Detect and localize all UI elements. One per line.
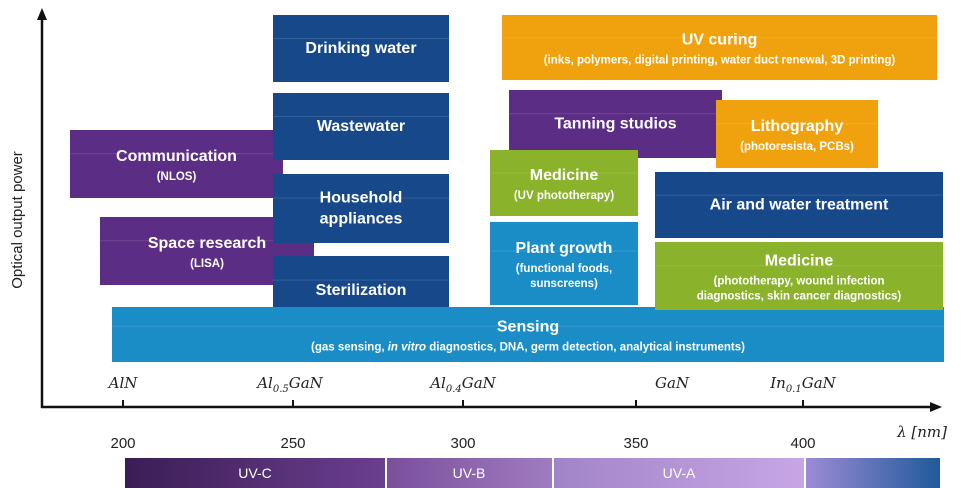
material-label: AlN [107,374,139,392]
box: Communication (NLOS) [70,130,283,198]
material-label: GaN [655,374,690,392]
box: Air and water treatment [655,172,943,238]
band-label: UV-C [238,465,271,481]
box: Wastewater [273,93,449,160]
box-bg [273,93,449,160]
box-subtitle-part: in vitro [388,342,426,354]
material-label: Al0.4GaN [428,374,496,395]
box-title: Air and water treatment [710,197,889,214]
box-title: Medicine [530,167,599,184]
box-bg [273,15,449,82]
x-tick-label: 300 [450,435,475,452]
box-subtitle: (inks, polymers, digital printing, water… [544,55,896,67]
box-bg [490,150,638,216]
box-title: Household [320,190,403,207]
box-title: Lithography [751,118,844,135]
material-part: GaN [462,374,497,392]
box-subtitle: (UV phototherapy) [514,190,614,202]
box: Medicine (phototherapy, wound infection di… [655,242,943,310]
x-tick-label: 350 [623,435,648,452]
box: Medicine (UV phototherapy) [490,150,638,216]
box: Drinking water [273,15,449,82]
box-bg [509,90,722,158]
box: Household appliances [273,174,449,243]
band-bar [125,458,940,488]
box-subtitle: diagnostics, skin cancer diagnostics) [697,291,902,303]
box-bg [716,100,878,168]
box: Lithography (photoresista, PCBs) [716,100,878,168]
band-visible [806,458,940,488]
band-uvb [387,458,552,488]
material-subscript: 0.5 [273,384,289,395]
material-subscript: 0.1 [786,384,802,395]
material-part: GaN [289,374,324,392]
x-tick-label: 250 [280,435,305,452]
box-subtitle-part: diagnostics, DNA, germ detection, analyt… [426,342,745,354]
box: UV curing (inks, polymers, digital printi… [502,15,937,80]
material-part: Al [428,374,446,392]
box-title: Communication [116,148,237,165]
band-uva [554,458,804,488]
box-title: Tanning studios [554,116,676,133]
box-subtitle: (gas sensing, in vitro diagnostics, DNA,… [311,342,745,354]
box-title: UV curing [682,32,758,49]
material-part: AlN [107,374,139,392]
box-subtitle: (NLOS) [157,171,197,183]
material-label: Al0.5GaN [255,374,323,395]
box-title: Space research [148,235,266,252]
material-subscript: 0.4 [446,384,462,395]
box-title: Medicine [765,253,834,270]
material-part: GaN [655,374,690,392]
box-title: Plant growth [516,240,613,257]
box-bg [273,174,449,243]
band-label: UV-A [663,465,696,481]
material-label: In0.1GaN [769,374,836,395]
box-title: Drinking water [305,40,416,57]
y-arrow [37,8,47,20]
box-subtitle: (phototherapy, wound infection [714,276,885,288]
x-tick-label: 200 [110,435,135,452]
x-arrow [930,402,942,412]
material-part: Al [255,374,273,392]
band-label: UV-B [453,465,486,481]
box-subtitle: sunscreens) [530,278,598,290]
y-axis-label: Optical output power [9,151,26,289]
box-bg [112,307,944,362]
box-subtitle: (LISA) [190,258,224,270]
material-part: GaN [802,374,837,392]
box: Sensing (gas sensing, in vitro diagnostic… [112,307,944,362]
box: Plant growth (functional foods, sunscreens… [490,222,638,305]
box-title: appliances [320,211,403,228]
box-subtitle: (photoresista, PCBs) [740,141,854,153]
band-uvc [125,458,385,488]
box-title: Sensing [497,319,559,336]
box-bg [502,15,937,80]
box-subtitle: (functional foods, [516,263,612,275]
box-title: Wastewater [317,118,405,135]
material-part: In [769,374,786,392]
box-title: Sterilization [316,282,407,299]
x-axis-label: λ [nm] [896,423,947,441]
box-bg [655,172,943,238]
box: Tanning studios [509,90,722,158]
box-subtitle-part: (gas sensing, [311,342,388,354]
box-bg [655,242,943,310]
box-bg [490,222,638,305]
axes: Optical output power λ [nm] [9,8,947,441]
box-bg [70,130,283,198]
x-tick-label: 400 [790,435,815,452]
